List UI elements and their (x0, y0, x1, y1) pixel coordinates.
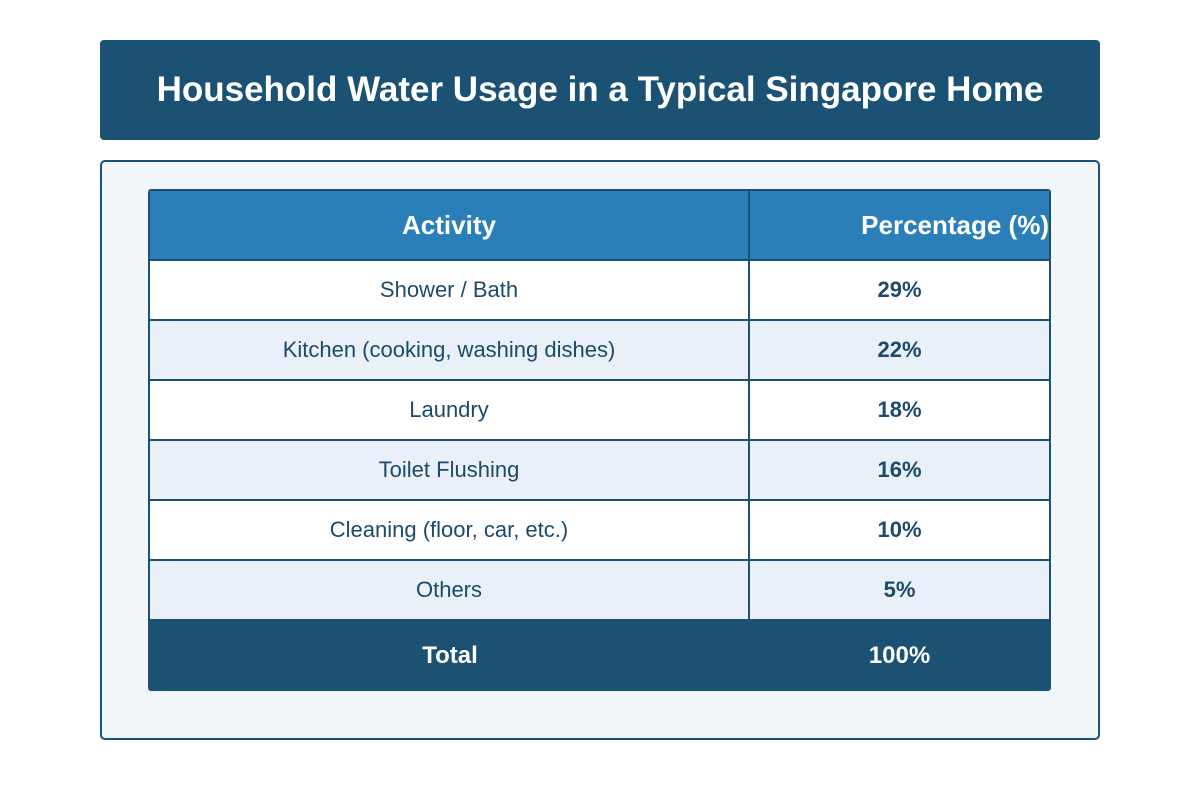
water-usage-table: Activity Percentage (%) Shower / Bath 29%… (148, 189, 1051, 691)
table-header-row: Activity Percentage (%) (150, 191, 1049, 261)
percentage-cell: 18% (877, 397, 922, 422)
column-header-activity: Activity (150, 191, 750, 259)
table-row: Others 5% (150, 561, 1049, 621)
activity-cell: Others (150, 561, 750, 619)
percentage-cell: 10% (877, 517, 922, 542)
page-title: Household Water Usage in a Typical Singa… (156, 70, 1044, 109)
activity-cell: Kitchen (cooking, washing dishes) (150, 321, 750, 379)
table-row: Cleaning (floor, car, etc.) 10% (150, 501, 1049, 561)
percentage-cell: 22% (877, 337, 922, 362)
column-header-percentage: Percentage (%) (861, 209, 1049, 240)
activity-cell: Cleaning (floor, car, etc.) (150, 501, 750, 559)
percentage-cell: 5% (883, 577, 916, 602)
percentage-cell: 16% (877, 457, 922, 482)
table-row: Kitchen (cooking, washing dishes) 22% (150, 321, 1049, 381)
table-row: Shower / Bath 29% (150, 261, 1049, 321)
activity-cell: Toilet Flushing (150, 441, 750, 499)
table-total-row: Total 100% (150, 621, 1049, 689)
table-row: Laundry 18% (150, 381, 1049, 441)
percentage-cell: 29% (877, 277, 922, 302)
table-row: Toilet Flushing 16% (150, 441, 1049, 501)
total-value: 100% (868, 642, 931, 669)
title-banner: Household Water Usage in a Typical Singa… (100, 40, 1100, 140)
total-label: Total (422, 642, 478, 669)
activity-cell: Laundry (150, 381, 750, 439)
activity-cell: Shower / Bath (150, 261, 750, 319)
